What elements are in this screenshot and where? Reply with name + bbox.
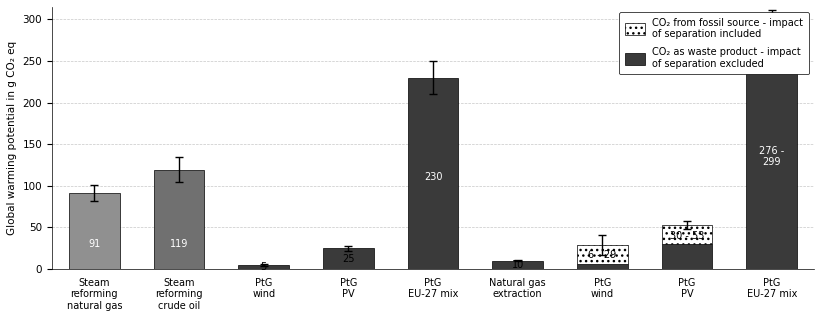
Bar <box>323 248 374 269</box>
Bar <box>577 264 628 269</box>
Text: 25: 25 <box>342 254 355 264</box>
Y-axis label: Global warming potential in g CO₂ eq: Global warming potential in g CO₂ eq <box>7 41 17 235</box>
Text: 5: 5 <box>260 262 267 272</box>
Text: 276 -
299: 276 - 299 <box>759 146 784 167</box>
Text: 10: 10 <box>511 260 524 270</box>
Bar <box>577 245 628 264</box>
Bar <box>746 39 797 269</box>
Bar <box>238 265 289 269</box>
Text: 230: 230 <box>424 172 443 183</box>
Text: 6 - 29: 6 - 29 <box>588 250 617 260</box>
Bar <box>154 170 204 269</box>
Text: 91: 91 <box>88 239 100 249</box>
Bar <box>662 225 713 244</box>
Bar <box>746 20 797 39</box>
Bar <box>69 193 120 269</box>
Text: 30 - 53: 30 - 53 <box>670 231 704 241</box>
Bar <box>662 244 713 269</box>
Bar <box>407 78 458 269</box>
Text: 119: 119 <box>170 239 188 249</box>
Bar <box>493 260 544 269</box>
Legend: CO₂ from fossil source - impact
of separation included, CO₂ as waste product - i: CO₂ from fossil source - impact of separ… <box>619 12 810 74</box>
